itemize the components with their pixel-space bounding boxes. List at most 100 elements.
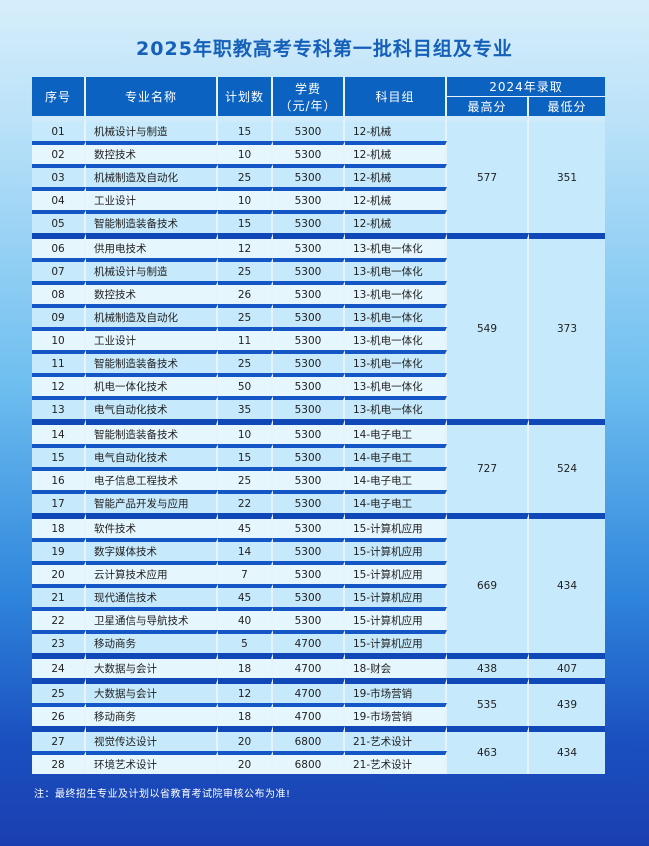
table-row: 09 机械制造及自动化 25 5300 13-机电一体化 (32, 304, 605, 327)
cell-fee: 5300 (273, 607, 345, 630)
cell-name: 机械设计与制造 (86, 258, 218, 281)
cell-no: 25 (32, 678, 86, 703)
cell-group: 15-计算机应用 (345, 630, 447, 653)
cell-plan: 35 (218, 396, 273, 419)
table-row: 17 智能产品开发与应用 22 5300 14-电子电工 (32, 490, 605, 513)
cell-plan: 26 (218, 281, 273, 304)
cell-fee: 4700 (273, 703, 345, 726)
table-row: 18 软件技术 45 5300 15-计算机应用 669 434 (32, 513, 606, 653)
table-row: 03 机械制造及自动化 25 5300 12-机械 (32, 164, 605, 187)
cell-fee: 5300 (273, 584, 345, 607)
cell-group: 14-电子电工 (345, 419, 447, 444)
cell-name: 电气自动化技术 (86, 444, 218, 467)
cell-fee: 5300 (273, 164, 345, 187)
cell-group: 13-机电一体化 (345, 233, 447, 258)
cell-group: 13-机电一体化 (345, 327, 447, 350)
table-row: 23 移动商务 5 4700 15-计算机应用 (32, 630, 605, 653)
cell-group: 13-机电一体化 (345, 281, 447, 304)
cell-name: 现代通信技术 (86, 584, 218, 607)
cell-group: 15-计算机应用 (345, 584, 447, 607)
cell-plan: 18 (218, 703, 273, 726)
cell-no: 18 (32, 513, 86, 538)
cell-group: 12-机械 (345, 164, 447, 187)
cell-no: 05 (32, 210, 86, 233)
header-no: 序号 (32, 77, 86, 116)
cell-name: 机械设计与制造 (86, 116, 218, 141)
table-row: 04 工业设计 10 5300 12-机械 (32, 187, 605, 210)
cell-fee: 5300 (273, 258, 345, 281)
table-row: 12 机电一体化技术 50 5300 13-机电一体化 (32, 373, 605, 396)
cell-min-score: 351 (529, 116, 606, 233)
cell-group: 15-计算机应用 (345, 538, 447, 561)
cell-plan: 45 (218, 513, 273, 538)
table-row: 25 大数据与会计 12 4700 19-市场营销 535 439 (32, 678, 606, 726)
cell-plan: 15 (218, 210, 273, 233)
cell-name: 移动商务 (86, 703, 218, 726)
cell-plan: 15 (218, 116, 273, 141)
cell-max-score: 727 (447, 419, 529, 513)
table-row: 10 工业设计 11 5300 13-机电一体化 (32, 327, 605, 350)
cell-name: 数控技术 (86, 281, 218, 304)
cell-name: 电气自动化技术 (86, 396, 218, 419)
cell-plan: 25 (218, 164, 273, 187)
cell-no: 16 (32, 467, 86, 490)
cell-name: 工业设计 (86, 327, 218, 350)
header-plan: 计划数 (218, 77, 273, 116)
cell-name: 卫星通信与导航技术 (86, 607, 218, 630)
cell-no: 03 (32, 164, 86, 187)
cell-plan: 20 (218, 751, 273, 774)
cell-fee: 5300 (273, 490, 345, 513)
cell-min-score: 434 (529, 726, 606, 774)
cell-no: 07 (32, 258, 86, 281)
header-name: 专业名称 (86, 77, 218, 116)
cell-plan: 7 (218, 561, 273, 584)
cell-no: 28 (32, 751, 86, 774)
cell-name: 机电一体化技术 (86, 373, 218, 396)
cell-max-score: 669 (447, 513, 529, 653)
cell-group: 12-机械 (345, 116, 447, 141)
cell-fee: 5300 (273, 538, 345, 561)
cell-fee: 5300 (273, 304, 345, 327)
table-row: 07 机械设计与制造 25 5300 13-机电一体化 (32, 258, 605, 281)
table-row: 13 电气自动化技术 35 5300 13-机电一体化 (32, 396, 605, 419)
cell-group: 18-财会 (345, 653, 447, 678)
cell-no: 11 (32, 350, 86, 373)
cell-plan: 25 (218, 350, 273, 373)
table-row: 05 智能制造装备技术 15 5300 12-机械 (32, 210, 605, 233)
cell-group: 15-计算机应用 (345, 561, 447, 584)
table-row: 26 移动商务 18 4700 19-市场营销 (32, 703, 605, 726)
header-group: 科目组 (345, 77, 447, 116)
cell-name: 智能制造装备技术 (86, 350, 218, 373)
cell-plan: 14 (218, 538, 273, 561)
cell-max-score: 577 (447, 116, 529, 233)
cell-fee: 5300 (273, 444, 345, 467)
cell-fee: 4700 (273, 678, 345, 703)
table-row: 08 数控技术 26 5300 13-机电一体化 (32, 281, 605, 304)
cell-no: 08 (32, 281, 86, 304)
cell-plan: 15 (218, 444, 273, 467)
cell-plan: 20 (218, 726, 273, 751)
cell-fee: 5300 (273, 467, 345, 490)
cell-no: 06 (32, 233, 86, 258)
cell-group: 14-电子电工 (345, 490, 447, 513)
cell-plan: 45 (218, 584, 273, 607)
cell-min-score: 407 (529, 653, 606, 678)
cell-name: 大数据与会计 (86, 678, 218, 703)
cell-no: 23 (32, 630, 86, 653)
cell-no: 12 (32, 373, 86, 396)
cell-name: 视觉传达设计 (86, 726, 218, 751)
header-max: 最高分 (447, 96, 529, 116)
cell-fee: 5300 (273, 513, 345, 538)
cell-max-score: 438 (447, 653, 529, 678)
cell-name: 移动商务 (86, 630, 218, 653)
cell-plan: 12 (218, 678, 273, 703)
cell-fee: 5300 (273, 419, 345, 444)
cell-plan: 25 (218, 467, 273, 490)
cell-group: 13-机电一体化 (345, 304, 447, 327)
table-row: 22 卫星通信与导航技术 40 5300 15-计算机应用 (32, 607, 605, 630)
cell-name: 电子信息工程技术 (86, 467, 218, 490)
cell-no: 09 (32, 304, 86, 327)
cell-no: 17 (32, 490, 86, 513)
cell-group: 13-机电一体化 (345, 373, 447, 396)
cell-max-score: 535 (447, 678, 529, 726)
